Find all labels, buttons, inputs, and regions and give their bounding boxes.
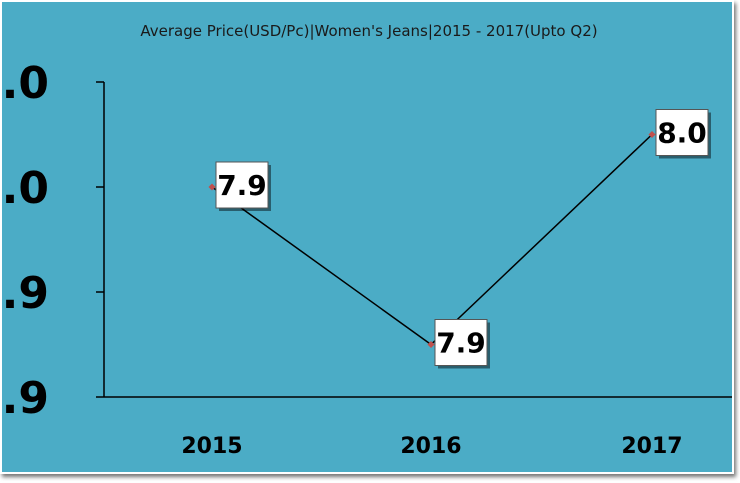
data-point <box>427 340 435 349</box>
data-point <box>648 130 656 139</box>
chart-title: Average Price(USD/Pc)|Women's Jeans|2015… <box>140 22 598 40</box>
data-point <box>208 183 216 191</box>
x-tick-label: 2015 <box>181 434 242 459</box>
data-label: 8.0 <box>657 117 707 150</box>
data-label-box <box>655 109 709 156</box>
line-chart: 7.9 7.9 8.0 8.0 2015 2016 2017 7.9 7.9 8.0 <box>2 58 732 459</box>
data-label: 7.9 <box>436 327 486 360</box>
data-label: 7.9 <box>217 169 267 202</box>
y-tick-label: 7.9 <box>2 268 49 319</box>
y-tick-label: 7.9 <box>2 373 49 424</box>
data-label-box <box>215 161 269 209</box>
y-tick-label: 8.0 <box>2 163 49 214</box>
chart-frame: Average Price(USD/Pc)|Women's Jeans|2015… <box>0 0 734 474</box>
series-line <box>211 133 653 346</box>
y-tick-label: 8.0 <box>2 58 49 109</box>
x-tick-label: 2016 <box>400 434 461 459</box>
data-label-box <box>434 319 488 366</box>
x-tick-label: 2017 <box>621 434 682 459</box>
